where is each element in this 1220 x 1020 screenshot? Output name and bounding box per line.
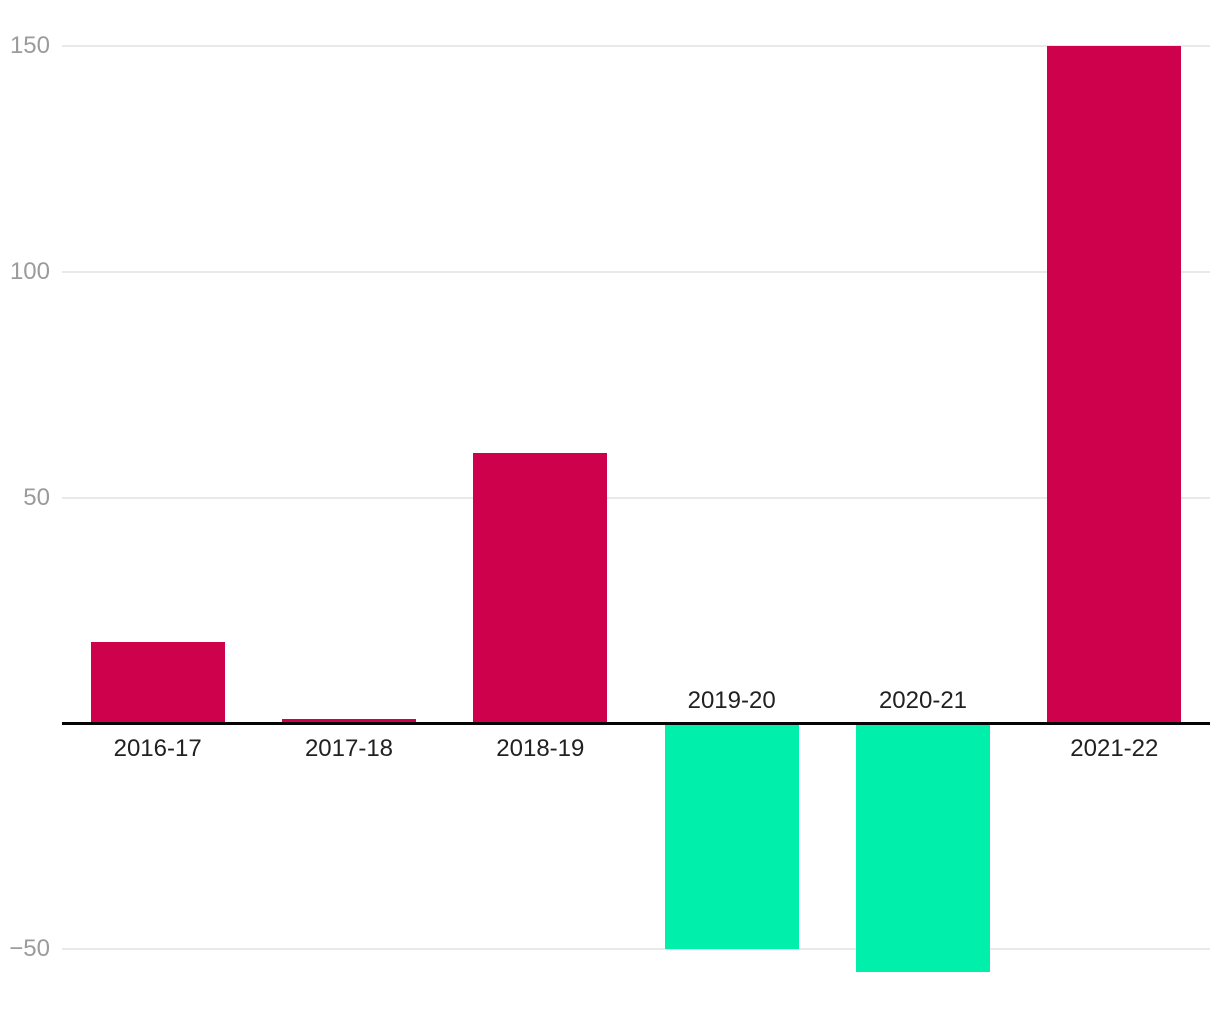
y-tick-label-100: 100 <box>9 258 50 286</box>
bar-2018-19[interactable] <box>473 452 608 724</box>
x-axis-zero-line <box>62 722 1210 726</box>
gridline-100 <box>62 271 1210 274</box>
bar-2020-21[interactable] <box>856 723 990 972</box>
x-label-2017-18: 2017-18 <box>304 735 394 762</box>
gridline-150 <box>62 45 1210 48</box>
y-tick-label-50: 50 <box>23 483 50 511</box>
x-label-2019-20: 2019-20 <box>687 687 776 714</box>
x-label-2018-19: 2018-19 <box>496 735 585 762</box>
bar-2019-20[interactable] <box>664 723 799 950</box>
bar-2021-22[interactable] <box>1047 46 1182 724</box>
x-label-2016-17: 2016-17 <box>113 735 202 762</box>
x-label-2021-22: 2021-22 <box>1070 735 1159 762</box>
gridline--50 <box>62 948 1210 951</box>
y-tick-label--50: −50 <box>9 935 50 963</box>
bar-2017-18[interactable] <box>282 718 416 724</box>
x-label-2020-21: 2020-21 <box>878 687 968 714</box>
y-tick-label-150: 150 <box>9 32 50 60</box>
gridline-50 <box>62 496 1210 499</box>
bar-2016-17[interactable] <box>90 642 225 724</box>
